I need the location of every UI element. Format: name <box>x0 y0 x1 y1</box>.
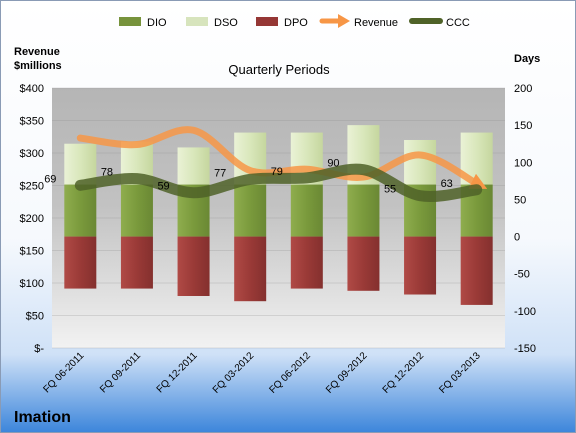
category-label: FQ 06-2011 <box>41 350 86 395</box>
bar-dpo <box>234 236 267 302</box>
revenue-line <box>76 126 488 189</box>
revenue-series <box>76 126 488 189</box>
right-tick-label: 100 <box>514 157 532 169</box>
bar-dpo <box>177 236 210 296</box>
bars <box>64 125 493 305</box>
ccc-data-label: 63 <box>441 178 453 190</box>
legend-swatch-dio <box>119 17 141 26</box>
left-tick-label: $150 <box>20 246 44 258</box>
legend-swatch-dso <box>186 17 208 26</box>
bar-dpo <box>460 236 493 305</box>
legend-label-dio: DIO <box>147 17 167 29</box>
bar-dpo <box>64 236 97 289</box>
bar-dio <box>234 184 267 237</box>
left-tick-label: $400 <box>20 83 44 95</box>
ccc-data-label: 59 <box>157 181 169 193</box>
category-label: FQ 03-2012 <box>211 350 257 396</box>
ccc-data-label: 78 <box>101 167 113 179</box>
legend-swatch-dpo <box>256 17 278 26</box>
left-axis-label-line1: Revenue <box>14 46 60 58</box>
bar-dso <box>177 147 210 185</box>
left-axis-ticks: $400 $350 $300 $250 $200 $150 $100 $50 $- <box>20 83 45 355</box>
bar-dpo <box>120 236 153 289</box>
left-tick-label: $- <box>34 343 44 355</box>
left-tick-label: $100 <box>20 278 44 290</box>
category-label: FQ 12-2011 <box>155 350 200 395</box>
legend-label-ccc: CCC <box>446 17 470 29</box>
right-axis-ticks: 200 150 100 50 0 -50 -100 -150 <box>514 83 536 355</box>
right-tick-label: -150 <box>514 343 536 355</box>
ccc-data-label: 55 <box>384 184 396 196</box>
chart-title: Quarterly Periods <box>228 62 330 77</box>
right-tick-label: 0 <box>514 232 520 244</box>
bar-dso <box>64 143 97 185</box>
ccc-data-label: 90 <box>327 158 339 170</box>
ccc-line <box>74 163 483 202</box>
left-tick-label: $300 <box>20 148 44 160</box>
bar-dpo <box>290 236 323 289</box>
company-name: Imation <box>14 409 71 426</box>
category-label: FQ 12-2012 <box>381 350 427 396</box>
legend-label-revenue: Revenue <box>354 17 398 29</box>
legend-label-dso: DSO <box>214 17 238 29</box>
left-tick-label: $50 <box>26 311 44 323</box>
bar-dio <box>290 184 323 237</box>
category-label: FQ 09-2012 <box>324 350 370 396</box>
ccc-data-label: 69 <box>44 173 56 185</box>
legend: DIO DSO DPO Revenue CCC <box>119 14 470 29</box>
category-label: FQ 06-2012 <box>267 350 313 396</box>
category-label: FQ 09-2011 <box>98 350 143 395</box>
bar-dso <box>404 140 437 185</box>
legend-label-dpo: DPO <box>284 17 308 29</box>
right-tick-label: 200 <box>514 83 532 95</box>
right-tick-label: 150 <box>514 120 532 132</box>
left-axis-label-line2: $millions <box>14 60 62 72</box>
category-labels: FQ 06-2011 FQ 09-2011 FQ 12-2011 FQ 03-2012… <box>41 350 483 396</box>
right-tick-label: -100 <box>514 306 536 318</box>
left-tick-label: $250 <box>20 181 44 193</box>
bar-dio <box>64 184 97 237</box>
legend-swatch-revenue <box>319 14 350 28</box>
ccc-data-label: 77 <box>214 167 226 179</box>
ccc-series <box>74 163 483 202</box>
left-tick-label: $200 <box>20 213 44 225</box>
ccc-data-labels: 69 78 59 77 79 90 55 63 <box>44 158 453 196</box>
bar-dio <box>347 184 380 237</box>
right-tick-label: 50 <box>514 194 526 206</box>
right-tick-label: -50 <box>514 269 530 281</box>
right-axis-label: Days <box>514 53 540 65</box>
ccc-data-label: 79 <box>271 166 283 178</box>
left-tick-label: $350 <box>20 116 44 128</box>
bar-dpo <box>347 236 380 291</box>
bar-dio <box>120 184 153 237</box>
bar-dpo <box>404 236 437 295</box>
category-label: FQ 03-2013 <box>437 350 483 396</box>
